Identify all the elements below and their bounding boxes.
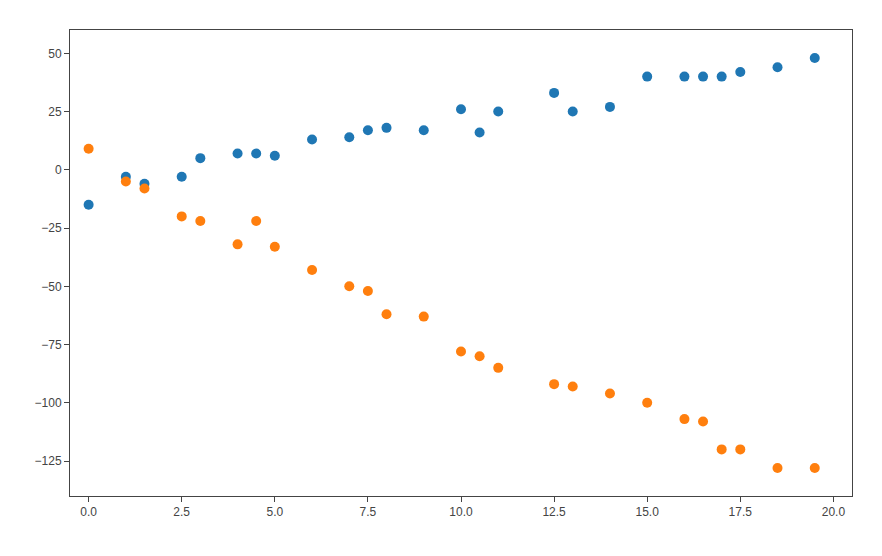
svg-text:2.5: 2.5 xyxy=(173,505,190,519)
svg-text:25: 25 xyxy=(48,105,62,119)
svg-text:5.0: 5.0 xyxy=(266,505,283,519)
svg-text:−25: −25 xyxy=(41,221,62,235)
svg-text:17.5: 17.5 xyxy=(729,505,753,519)
svg-text:−100: −100 xyxy=(35,396,62,410)
svg-text:50: 50 xyxy=(48,47,62,61)
svg-text:0: 0 xyxy=(55,163,62,177)
svg-text:15.0: 15.0 xyxy=(636,505,660,519)
svg-text:0.0: 0.0 xyxy=(80,505,97,519)
svg-text:−75: −75 xyxy=(41,338,62,352)
svg-text:−125: −125 xyxy=(35,454,62,468)
svg-text:12.5: 12.5 xyxy=(542,505,566,519)
svg-text:−50: −50 xyxy=(41,280,62,294)
svg-text:20.0: 20.0 xyxy=(822,505,846,519)
svg-text:7.5: 7.5 xyxy=(360,505,377,519)
svg-text:10.0: 10.0 xyxy=(449,505,473,519)
